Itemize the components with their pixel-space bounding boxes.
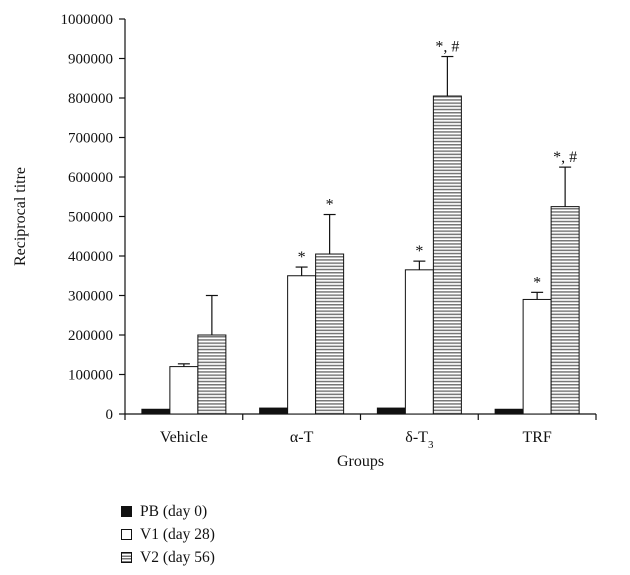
y-tick-label: 1000000 xyxy=(61,12,114,28)
legend-item-v2: V2 (day 56) xyxy=(121,546,215,569)
bar-hatch xyxy=(197,334,227,415)
bar-solid xyxy=(376,407,406,415)
category-label: α-T xyxy=(290,429,314,446)
y-tick-label: 900000 xyxy=(68,52,113,68)
x-axis-title: Groups xyxy=(337,453,384,470)
y-tick-label: 100000 xyxy=(68,368,113,384)
y-tick-label: 600000 xyxy=(68,170,113,186)
category-label-text: Vehicle xyxy=(160,429,208,446)
bar-white xyxy=(169,366,199,415)
y-tick-label: 500000 xyxy=(68,210,113,226)
category-label-text: α-T xyxy=(290,429,314,446)
bar-hatch xyxy=(550,206,580,415)
bar-hatch xyxy=(315,253,345,415)
category-label-text: δ-T xyxy=(405,429,428,446)
bar-hatch xyxy=(432,95,462,415)
y-axis-title: Reciprocal titre xyxy=(12,167,29,266)
y-tick-label: 300000 xyxy=(68,289,113,305)
category-label-subscript: 3 xyxy=(428,439,434,451)
bar-white xyxy=(404,269,434,415)
y-tick-label: 400000 xyxy=(68,249,113,265)
bar-solid xyxy=(494,408,524,415)
bar-white xyxy=(522,298,552,415)
y-tick-label: 800000 xyxy=(68,91,113,107)
labels: 0 100000 200000 300000 400000 500000 600000 700… xyxy=(12,12,577,470)
bar-chart: 0 100000 200000 300000 400000 500000 600000 700… xyxy=(12,12,597,470)
legend: PB (day 0) V1 (day 28) V2 (day 56) xyxy=(121,500,215,569)
legend-label: PB (day 0) xyxy=(140,502,208,520)
significance-marker: *, # xyxy=(553,149,577,166)
bar-solid xyxy=(259,407,289,415)
bars xyxy=(141,55,580,415)
category-label: Vehicle xyxy=(160,429,208,446)
y-tick-label: 700000 xyxy=(68,131,113,147)
y-tick-label: 200000 xyxy=(68,328,113,344)
legend-label: V2 (day 56) xyxy=(140,548,215,566)
significance-marker: *, # xyxy=(435,39,459,56)
y-tick-label: 0 xyxy=(106,407,114,423)
bar-white xyxy=(287,275,317,415)
legend-swatch-white xyxy=(121,529,132,540)
significance-marker: * xyxy=(533,274,541,291)
legend-item-v1: V1 (day 28) xyxy=(121,523,215,546)
legend-swatch-hatch xyxy=(121,552,132,563)
significance-marker: * xyxy=(298,249,306,266)
category-label: TRF xyxy=(522,429,551,446)
significance-marker: * xyxy=(326,197,334,214)
legend-swatch-solid xyxy=(121,506,132,517)
category-label-text: TRF xyxy=(522,429,551,446)
legend-label: V1 (day 28) xyxy=(140,525,215,543)
significance-marker: * xyxy=(415,243,423,260)
legend-item-pb: PB (day 0) xyxy=(121,500,215,523)
category-label: δ-T3 xyxy=(405,429,434,451)
bar-solid xyxy=(141,408,171,415)
